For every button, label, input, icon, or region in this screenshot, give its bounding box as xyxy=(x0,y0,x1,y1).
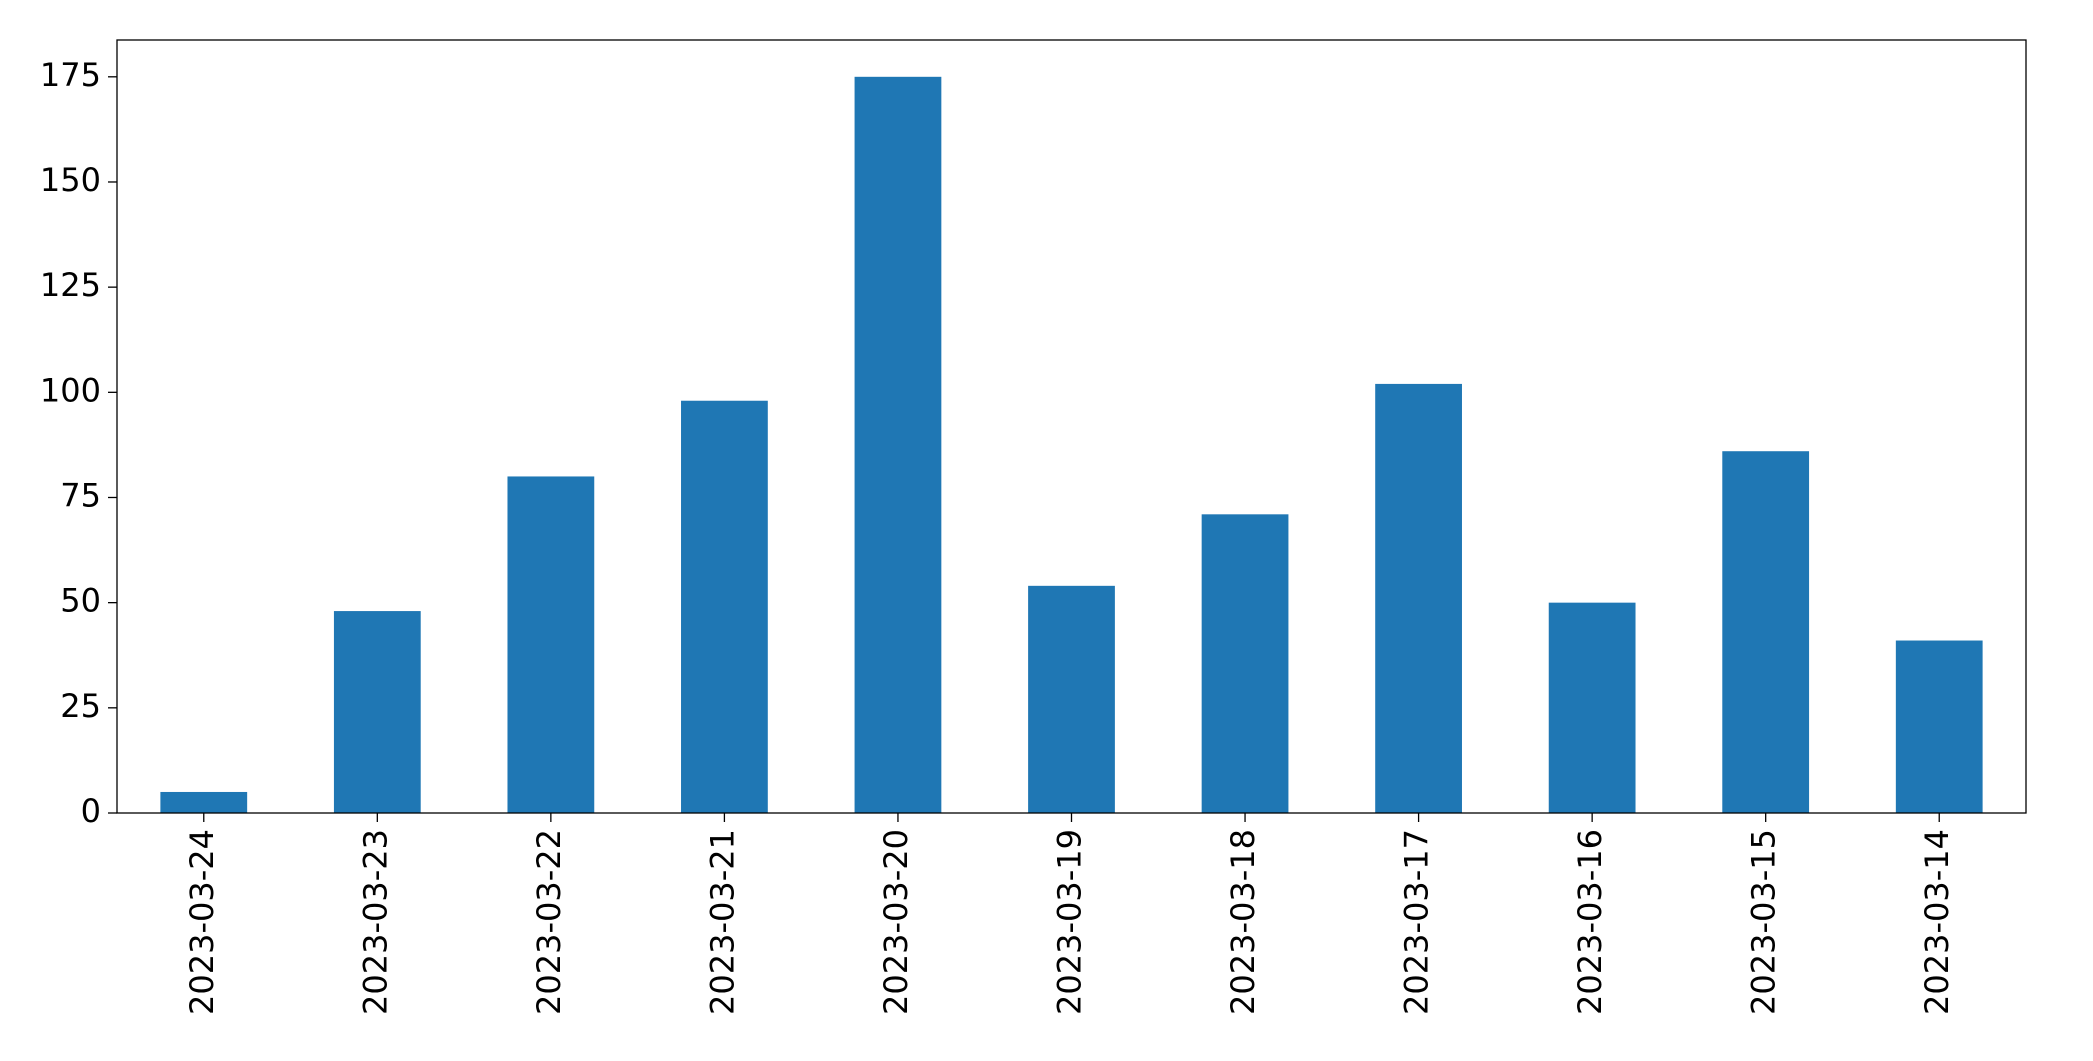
bar xyxy=(1722,451,1810,813)
y-tick-label: 50 xyxy=(60,582,101,620)
bar xyxy=(507,476,595,813)
bar xyxy=(1375,383,1462,813)
x-tick-label: 2023-03-18 xyxy=(1224,829,1262,1015)
y-tick-label: 75 xyxy=(60,476,101,514)
x-tick-label: 2023-03-20 xyxy=(877,829,915,1015)
x-tick-label: 2023-03-21 xyxy=(703,829,741,1015)
y-tick-label: 150 xyxy=(40,161,101,199)
x-tick-label: 2023-03-15 xyxy=(1745,829,1783,1015)
bar xyxy=(854,76,942,814)
bar xyxy=(333,611,421,813)
y-tick-label: 0 xyxy=(81,792,101,830)
x-tick-label: 2023-03-24 xyxy=(183,829,221,1015)
bar xyxy=(681,400,768,813)
x-tick-label: 2023-03-22 xyxy=(530,829,568,1015)
y-tick-label: 175 xyxy=(40,56,101,94)
y-tick-label: 25 xyxy=(60,687,101,725)
bar xyxy=(160,791,248,813)
y-tick-label: 100 xyxy=(40,371,101,409)
x-tick-label: 2023-03-17 xyxy=(1398,829,1436,1015)
bar xyxy=(1548,602,1636,813)
x-tick-label: 2023-03-23 xyxy=(356,829,394,1015)
bar xyxy=(1028,585,1115,813)
y-tick-label: 125 xyxy=(40,266,101,304)
x-tick-label: 2023-03-16 xyxy=(1571,829,1609,1015)
x-tick-label: 2023-03-14 xyxy=(1918,829,1956,1015)
x-tick-label: 2023-03-19 xyxy=(1051,829,1089,1015)
plot-frame xyxy=(116,39,2027,814)
bar xyxy=(1895,640,1983,813)
bar xyxy=(1201,514,1289,813)
